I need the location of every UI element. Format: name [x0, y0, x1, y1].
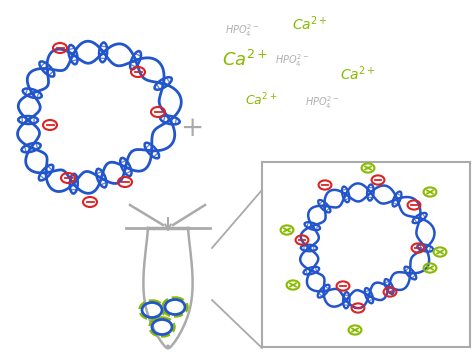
Text: $Ca^{2+}$: $Ca^{2+}$: [340, 64, 376, 82]
Text: $Ca^{2+}$: $Ca^{2+}$: [292, 14, 328, 32]
Bar: [262, 162, 470, 347]
Text: $HPO_4^{2-}$: $HPO_4^{2-}$: [275, 52, 310, 69]
Text: $HPO_4^{2-}$: $HPO_4^{2-}$: [305, 94, 339, 111]
Text: $Ca^{2+}$: $Ca^{2+}$: [222, 50, 268, 70]
Text: $Ca^{2+}$: $Ca^{2+}$: [245, 92, 278, 109]
Text: $HPO_4^{2-}$: $HPO_4^{2-}$: [225, 22, 259, 39]
Text: +: +: [181, 115, 204, 141]
